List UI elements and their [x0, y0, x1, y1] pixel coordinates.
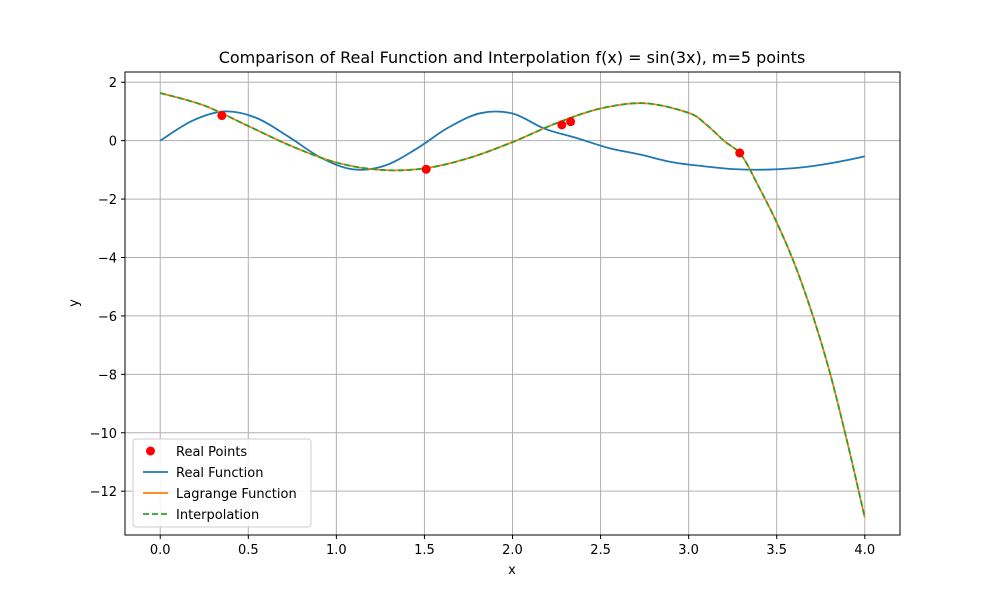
legend-box: [132, 438, 312, 528]
x-tick-label: 0.5: [238, 543, 259, 558]
x-tick-label: 3.0: [678, 543, 699, 558]
y-tick-label: −10: [90, 427, 117, 442]
y-tick-label: −8: [98, 368, 117, 383]
x-tick-label: 2.0: [502, 543, 523, 558]
legend-label: Real Points: [176, 445, 247, 460]
legend-label: Interpolation: [176, 508, 259, 523]
legend-marker-points: [146, 446, 155, 456]
legend-label: Real Function: [176, 466, 263, 481]
y-tick-label: 2: [109, 76, 117, 91]
x-tick-label: 0.0: [150, 543, 171, 558]
x-tick-label: 1.0: [326, 543, 347, 558]
y-axis-label: y: [67, 299, 82, 307]
y-tick-label: −2: [98, 193, 117, 208]
x-tick-label: 3.5: [766, 543, 787, 558]
real-point: [735, 148, 745, 158]
x-axis-label: x: [508, 563, 516, 578]
legend: Real Points Real Function Lagrange Functio…: [132, 438, 312, 528]
real-point: [217, 111, 227, 121]
grid: [125, 72, 900, 535]
chart-title: Comparison of Real Function and Interpol…: [219, 48, 806, 67]
y-tick-label: −12: [90, 485, 117, 500]
x-tick-label: 2.5: [590, 543, 611, 558]
series-line-interpolation: [159, 92, 866, 518]
y-axis-ticks: 2 0 −2 −4 −6 −8 −10 −12: [90, 76, 125, 500]
y-tick-label: −6: [98, 310, 117, 325]
plot-lines: [159, 92, 866, 518]
real-point: [566, 117, 576, 127]
real-point: [557, 120, 567, 130]
legend-label: Lagrange Function: [176, 487, 297, 502]
x-axis-ticks: 0.0 0.5 1.0 1.5 2.0 2.5 3.0 3.5 4.0: [150, 535, 875, 558]
x-tick-label: 1.5: [414, 543, 435, 558]
y-tick-label: −4: [98, 251, 117, 266]
series-line-real-function: [159, 110, 865, 171]
plot-points: [217, 111, 745, 174]
x-tick-label: 4.0: [854, 543, 875, 558]
real-point: [421, 164, 431, 174]
y-tick-label: 0: [109, 135, 117, 150]
